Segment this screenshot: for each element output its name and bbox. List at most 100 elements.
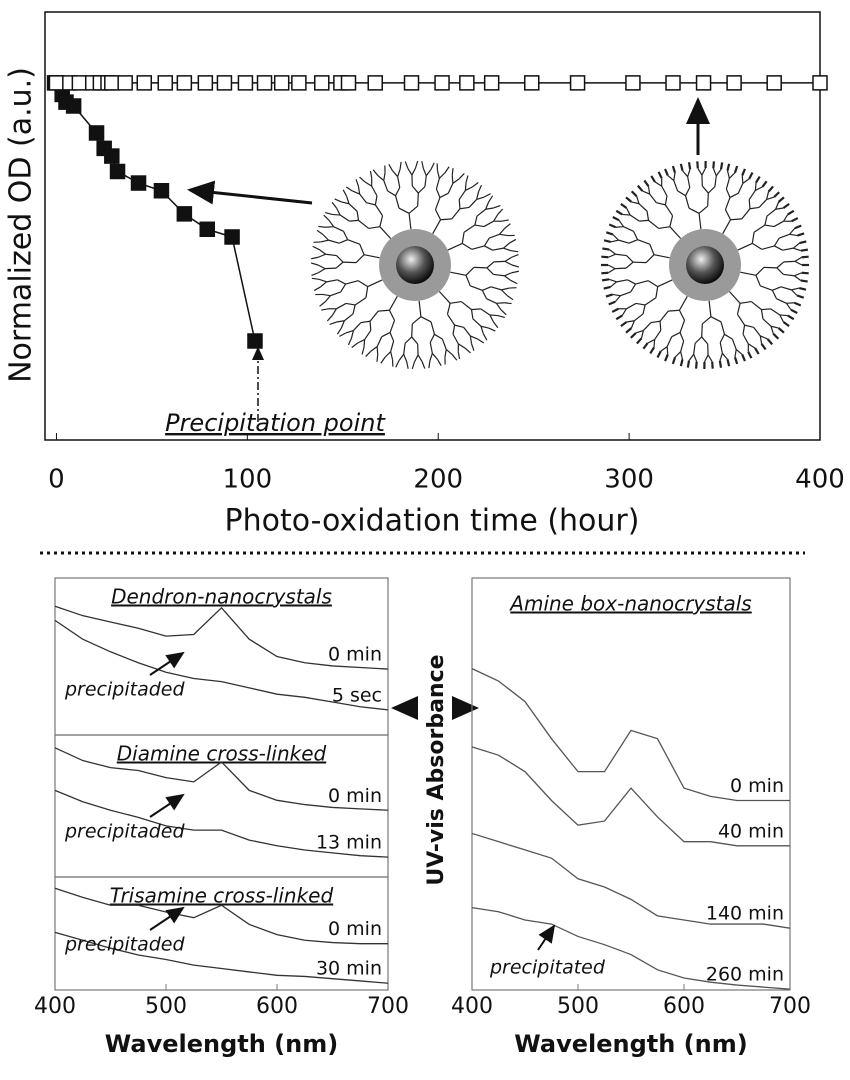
panel-title: Amine box-nanocrystals	[508, 592, 751, 616]
branch	[356, 211, 360, 221]
branch	[366, 202, 376, 206]
branch-end	[761, 180, 768, 188]
branch	[630, 320, 635, 329]
branch	[791, 289, 798, 296]
annotation: precipitaded	[64, 679, 185, 701]
branch	[330, 291, 341, 297]
branch	[444, 349, 447, 358]
branch	[770, 326, 774, 334]
data-point	[136, 75, 153, 91]
branch-end	[671, 165, 677, 174]
data-point	[625, 75, 641, 91]
x-tick-label: 600	[256, 994, 298, 1019]
branch-end	[411, 361, 416, 370]
branch	[793, 247, 802, 252]
branch-end	[793, 301, 802, 307]
annotation: precipitaded	[64, 821, 185, 843]
branch	[608, 249, 617, 255]
branch	[677, 190, 686, 197]
branch-end	[601, 271, 609, 275]
branch	[468, 198, 478, 208]
branch	[666, 346, 669, 355]
branch-end	[741, 354, 746, 362]
branch	[793, 242, 800, 249]
branch	[411, 336, 419, 345]
branch	[608, 253, 616, 258]
branch	[741, 175, 744, 184]
branch	[504, 256, 513, 262]
branch	[486, 298, 497, 304]
branch-end	[326, 315, 333, 322]
branch	[445, 348, 453, 356]
branch	[654, 181, 662, 187]
branch	[340, 283, 347, 293]
branch-end	[612, 215, 620, 222]
branch-end	[796, 294, 805, 299]
branch	[607, 268, 616, 274]
data-point	[153, 183, 170, 199]
branch	[459, 206, 470, 210]
branch-end	[754, 347, 760, 355]
branch-end	[733, 165, 739, 174]
x-axis-label: Wavelength (nm)	[105, 1030, 338, 1058]
branch	[707, 186, 716, 194]
branch-end	[339, 332, 347, 337]
branch	[755, 266, 765, 276]
branch-end	[311, 272, 319, 276]
data-point	[569, 75, 586, 91]
branch-end	[777, 196, 785, 203]
data-point	[216, 75, 233, 91]
branch	[495, 302, 502, 311]
branch	[707, 354, 713, 363]
data-point	[766, 75, 782, 91]
branch-end	[399, 161, 402, 170]
curve-label: 0 min	[730, 775, 784, 797]
branch	[766, 191, 770, 200]
spectrum	[471, 906, 791, 990]
branch	[629, 214, 640, 222]
branch-end	[388, 164, 394, 171]
data-point	[65, 98, 82, 114]
branch	[625, 261, 634, 269]
branch	[653, 339, 656, 348]
branch	[394, 195, 400, 209]
branch	[719, 342, 723, 354]
branch-end	[801, 271, 809, 275]
branch	[417, 354, 423, 363]
arrow	[187, 180, 313, 205]
branch	[678, 296, 688, 311]
branch	[465, 186, 473, 191]
branch-end	[602, 247, 610, 251]
branch	[642, 304, 646, 315]
branch-end	[773, 191, 780, 198]
branch	[357, 186, 361, 195]
branch	[441, 338, 447, 350]
branch	[751, 232, 755, 244]
branch	[650, 320, 661, 324]
branch	[322, 293, 331, 297]
branch	[664, 204, 674, 217]
branch	[766, 208, 777, 217]
branch	[623, 226, 634, 232]
branch-end	[767, 185, 774, 193]
branch-end	[506, 295, 514, 301]
data-point	[291, 75, 307, 91]
branch	[635, 280, 649, 285]
branch-end	[712, 161, 716, 169]
branch-end	[318, 225, 326, 228]
branch-end	[319, 301, 326, 307]
branch	[656, 202, 666, 206]
branch-end	[790, 308, 798, 315]
branch	[633, 261, 647, 264]
branch	[749, 206, 760, 210]
branch	[654, 330, 662, 340]
branch	[783, 273, 795, 277]
branch	[328, 239, 340, 244]
branch	[417, 186, 426, 194]
curve-label: 5 sec	[332, 684, 382, 706]
branch	[484, 245, 493, 251]
branch	[694, 336, 703, 344]
branch	[388, 310, 396, 321]
branch	[469, 335, 473, 344]
panel-frame	[471, 577, 791, 991]
